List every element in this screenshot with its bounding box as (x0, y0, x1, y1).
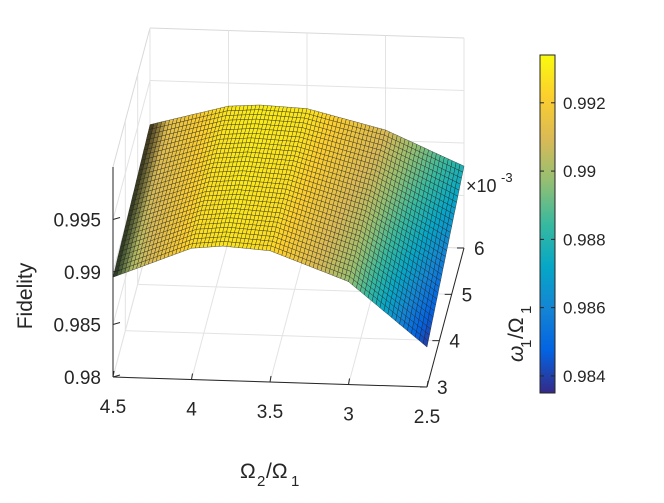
z-tick-label: 0.995 (53, 211, 101, 232)
x-axis-label: Ω 2 /Ω 1 (240, 460, 299, 490)
x-tick-label: 3 (343, 405, 354, 426)
y-axis-exponent: ×10 -3 (466, 170, 513, 196)
z-tick (112, 322, 121, 325)
y-axis-label: ω 1 /Ω 1 (505, 306, 535, 362)
svg-text:×10: ×10 (466, 176, 497, 196)
grid-line (191, 240, 229, 380)
colorbar-tick-label: 0.99 (563, 162, 596, 181)
z-tick-label: 0.98 (64, 368, 101, 389)
grid-line (269, 242, 308, 383)
svg-text:1: 1 (518, 340, 535, 348)
fidelity-surface (112, 104, 465, 348)
x-tick-label: 2.5 (414, 407, 440, 428)
svg-text:1: 1 (518, 306, 535, 314)
colorbar (539, 54, 556, 394)
z-tick (112, 217, 121, 220)
x-tick-label: 4 (186, 400, 197, 421)
svg-text:/Ω: /Ω (266, 460, 288, 483)
svg-text:Ω: Ω (240, 460, 256, 483)
y-tick-label: 5 (462, 285, 473, 306)
z-axis-label: Fidelity (14, 262, 37, 329)
x-tick (426, 380, 429, 388)
x-tick-label: 3.5 (257, 402, 283, 423)
colorbar-tick-label: 0.988 (563, 230, 606, 249)
colorbar-tick-label: 0.984 (563, 367, 606, 386)
grid-line (112, 80, 151, 220)
y-tick-label: 4 (449, 332, 460, 353)
z-tick-label: 0.99 (64, 263, 101, 284)
box-edge (112, 27, 151, 168)
colorbar-tick-label: 0.992 (563, 94, 606, 113)
x-tick-label: 4.5 (100, 397, 126, 418)
svg-text:/Ω: /Ω (505, 317, 528, 339)
grid-line (125, 330, 440, 342)
z-tick-label: 0.985 (53, 316, 101, 337)
svg-text:1: 1 (291, 473, 299, 490)
colorbar-tick-label: 0.986 (563, 299, 606, 318)
svg-text:-3: -3 (501, 170, 513, 185)
x-tick (348, 378, 350, 385)
svg-text:2: 2 (257, 473, 265, 490)
x-tick (191, 373, 193, 380)
y-tick-label: 6 (474, 239, 485, 260)
x-tick (269, 375, 272, 383)
y-tick-label: 3 (437, 378, 448, 399)
